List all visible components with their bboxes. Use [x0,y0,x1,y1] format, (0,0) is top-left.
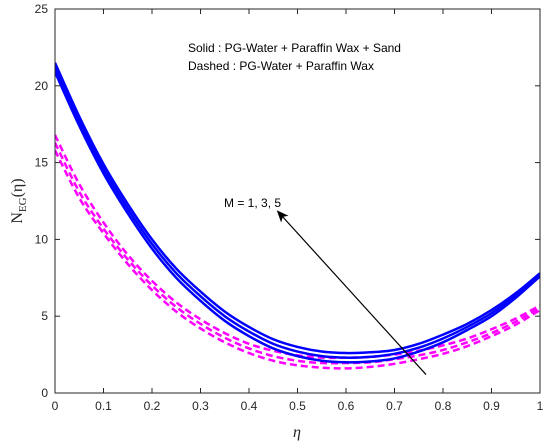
series-line-solid [55,71,540,364]
series-line-solid [55,62,540,355]
annotation-arrow [276,210,427,375]
x-tick-label: 0.3 [192,399,209,413]
x-tick-label: 0 [52,399,59,413]
series-line-solid [55,66,540,359]
y-axis-label-tail: (η) [9,178,26,197]
x-tick-label: 0.1 [95,399,112,413]
annotation-label: M = 1, 3, 5 [224,196,281,210]
x-tick-label: 0.7 [386,399,403,413]
x-tick-label: 0.5 [289,399,306,413]
x-tick-label: 0.8 [435,399,452,413]
y-tick-label: 5 [41,309,48,323]
x-tick-label: 0.4 [241,399,258,413]
y-axis-label-main: N [9,212,26,224]
x-tick-label: 1 [537,399,544,413]
y-tick-label: 0 [41,386,48,400]
legend-line-solid: Solid : PG-Water + Paraffin Wax + Sand [188,41,401,55]
x-tick-label: 0.2 [144,399,161,413]
x-tick-label: 0.9 [483,399,500,413]
y-axis-label-sub: EG [17,197,29,212]
x-tick-label: 0.6 [338,399,355,413]
series-line-dashed [55,142,540,365]
series-line-dashed [55,149,540,370]
legend-line-dashed: Dashed : PG-Water + Paraffin Wax [188,59,374,73]
series-layer [55,62,540,370]
y-tick-label: 20 [35,79,49,93]
y-tick-label: 10 [35,232,49,246]
y-axis-label: NEG(η) [9,178,29,223]
legend-box: Solid : PG-Water + Paraffin Wax + Sand D… [188,41,401,73]
y-tick-label: 25 [35,2,49,16]
y-tick-label: 15 [35,156,49,170]
x-axis-label: η [293,424,301,441]
